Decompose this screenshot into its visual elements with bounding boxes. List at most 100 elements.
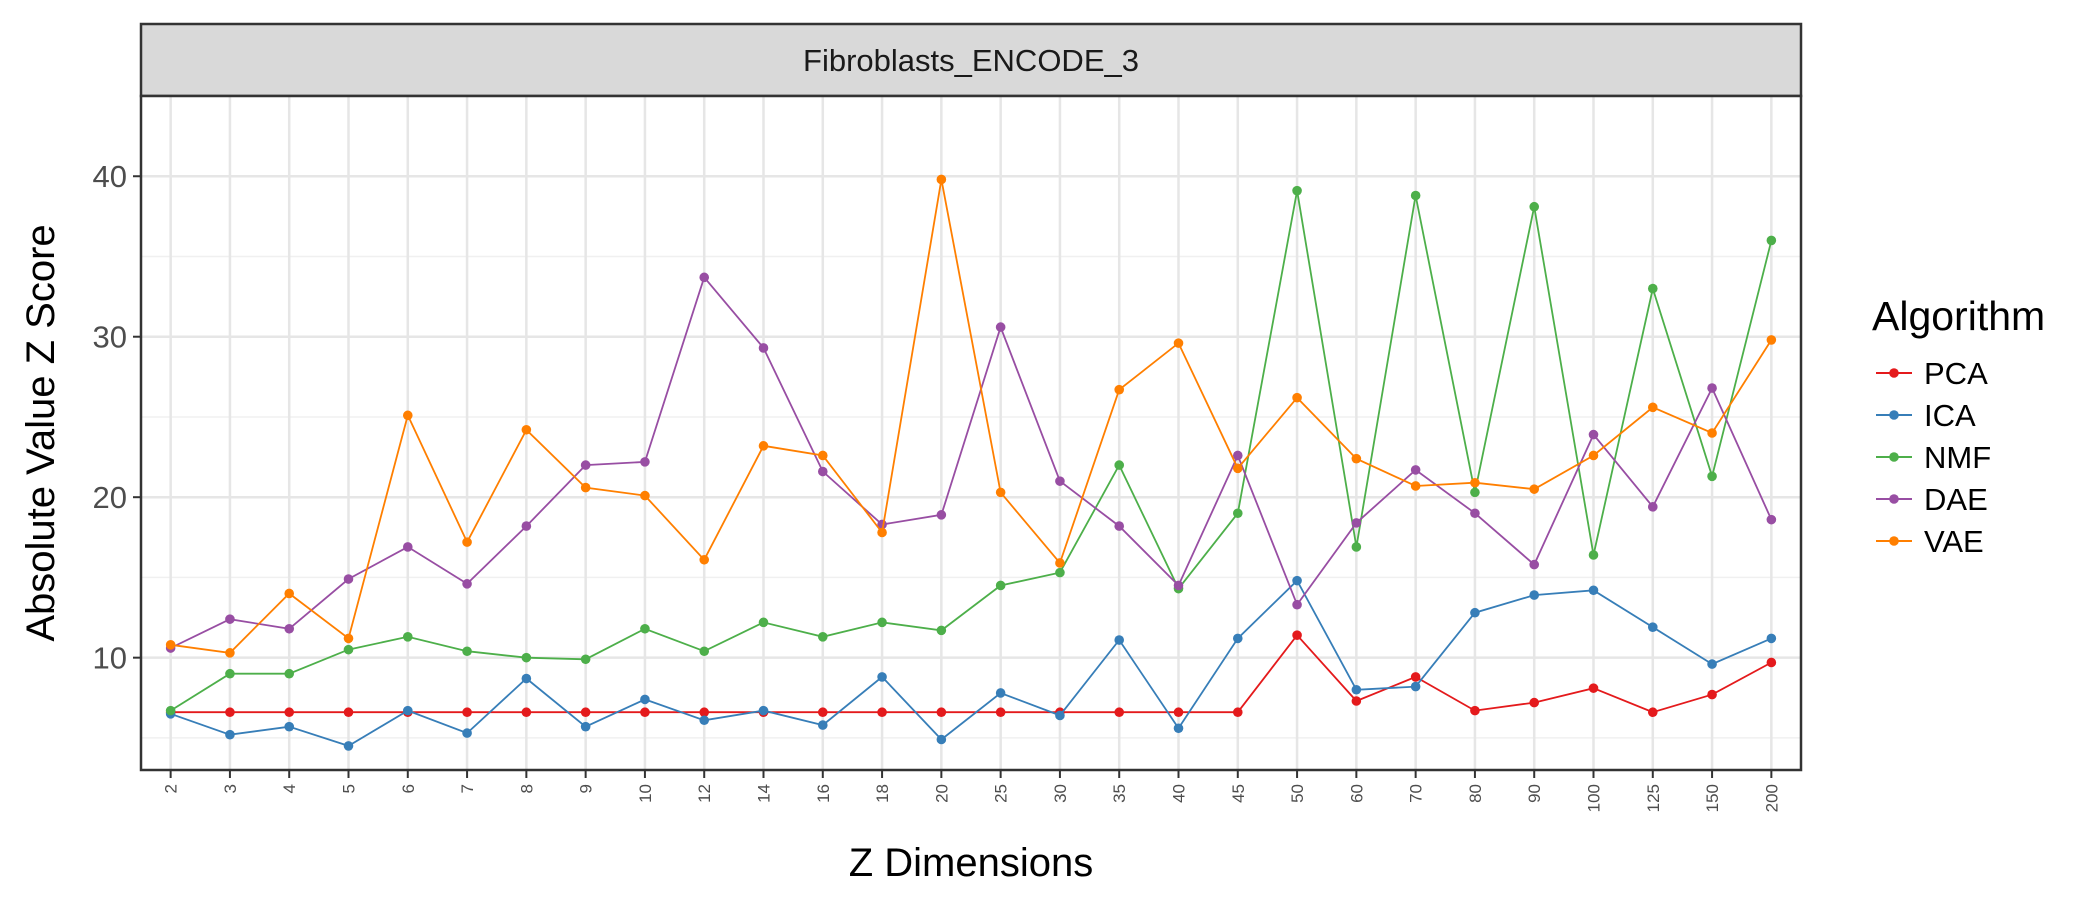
x-tick-label: 14 — [755, 784, 774, 803]
y-axis: 10 20 30 40 — [93, 159, 141, 676]
data-point-ica — [462, 728, 472, 738]
data-point-vae — [580, 482, 591, 493]
data-point-pca — [877, 707, 887, 718]
legend: Algorithm PCA ICA NMF DAE VAE — [1872, 293, 2045, 559]
data-point-pca — [1292, 630, 1302, 640]
data-point-nmf — [640, 623, 650, 634]
data-point-nmf — [343, 644, 354, 655]
data-point-pca — [225, 707, 235, 718]
data-point-pca — [1470, 705, 1480, 716]
data-point-vae — [1173, 338, 1184, 348]
data-point-vae — [225, 648, 235, 658]
panel-border — [139, 94, 1803, 772]
data-point-ica — [1114, 635, 1125, 645]
data-point-nmf — [995, 580, 1006, 591]
data-point-dae — [1055, 476, 1065, 486]
legend-label: PCA — [1924, 356, 1988, 391]
data-point-dae — [1588, 429, 1599, 440]
data-point-dae — [1529, 559, 1540, 570]
data-point-ica — [521, 673, 532, 684]
y-tick-label: 40 — [93, 159, 127, 194]
data-point-nmf — [1292, 185, 1302, 196]
data-point-pca — [1173, 707, 1184, 718]
series-pca — [165, 630, 1777, 718]
x-tick-label: 30 — [1051, 784, 1070, 803]
facet-title: Fibroblasts_ENCODE_3 — [803, 43, 1139, 78]
facet-strip — [139, 22, 1803, 98]
x-axis: 2 3 4 5 6 7 8 9 10 12 14 16 18 20 25 30 35 40 45 50 60 70 80 90… — [162, 770, 1781, 812]
data-point-ica — [284, 721, 295, 732]
data-point-nmf — [225, 668, 235, 679]
data-point-nmf — [936, 625, 947, 636]
minor-gridlines — [141, 255, 1801, 739]
data-point-dae — [402, 542, 413, 552]
data-point-pca — [580, 707, 591, 718]
data-point-ica — [343, 741, 354, 751]
data-point-pca — [1588, 683, 1599, 693]
legend-key-point — [1889, 536, 1899, 546]
data-point-ica — [1647, 622, 1658, 632]
data-point-vae — [521, 424, 532, 435]
data-point-dae — [1292, 599, 1302, 610]
data-point-nmf — [877, 617, 887, 628]
data-point-dae — [1351, 518, 1362, 528]
data-point-nmf — [817, 632, 828, 642]
data-point-ica — [640, 694, 650, 705]
data-point-ica — [699, 715, 710, 726]
data-point-vae — [1470, 477, 1480, 488]
data-point-vae — [1529, 484, 1540, 494]
legend-label: DAE — [1924, 482, 1988, 517]
x-tick-label: 18 — [873, 784, 892, 803]
data-point-ica — [1173, 723, 1184, 734]
data-point-dae — [817, 466, 828, 477]
data-point-dae — [1114, 521, 1125, 531]
series-line-nmf — [170, 190, 1773, 712]
data-point-ica — [1766, 633, 1777, 644]
data-point-vae — [1232, 463, 1243, 474]
data-point-pca — [1410, 672, 1421, 682]
legend-key-point — [1889, 452, 1899, 462]
data-point-ica — [1232, 633, 1243, 644]
data-point-pca — [1529, 697, 1540, 708]
x-tick-label: 200 — [1762, 784, 1781, 812]
data-point-vae — [1292, 392, 1302, 403]
data-point-vae — [758, 441, 769, 451]
data-point-vae — [1766, 335, 1777, 345]
x-tick-label: 70 — [1407, 784, 1426, 803]
data-point-ica — [1292, 575, 1302, 586]
data-point-vae — [1351, 453, 1362, 464]
x-tick-label: 100 — [1585, 784, 1604, 812]
data-point-nmf — [1766, 235, 1777, 246]
data-point-dae — [225, 614, 235, 624]
x-tick-label: 25 — [992, 784, 1011, 803]
data-point-dae — [699, 272, 710, 283]
data-point-ica — [1529, 590, 1540, 600]
data-point-vae — [1055, 558, 1065, 568]
x-tick-label: 40 — [1170, 784, 1189, 803]
data-point-vae — [877, 527, 887, 538]
x-tick-label: 150 — [1703, 784, 1722, 812]
data-point-nmf — [1470, 487, 1480, 498]
legend-title: Algorithm — [1872, 293, 2045, 339]
data-point-vae — [165, 640, 176, 650]
x-tick-label: 16 — [814, 784, 833, 803]
data-point-pca — [521, 707, 532, 718]
series-dae — [165, 272, 1777, 653]
x-tick-label: 9 — [577, 784, 596, 793]
x-tick-label: 3 — [221, 784, 240, 793]
data-point-ica — [1470, 607, 1480, 618]
data-point-pca — [1351, 696, 1362, 706]
series-line-ica — [170, 579, 1772, 747]
x-tick-label: 7 — [458, 784, 477, 793]
data-point-vae — [817, 450, 828, 461]
data-point-dae — [1707, 383, 1717, 393]
series-line-dae — [170, 275, 1773, 649]
data-point-vae — [1588, 450, 1599, 461]
data-point-pca — [462, 707, 472, 718]
data-point-nmf — [1647, 283, 1658, 294]
legend-item: NMF — [1876, 440, 1991, 475]
x-tick-label: 125 — [1644, 784, 1663, 812]
y-tick-label: 20 — [93, 480, 127, 515]
legend-item: ICA — [1876, 398, 1976, 433]
data-point-vae — [1114, 384, 1125, 395]
